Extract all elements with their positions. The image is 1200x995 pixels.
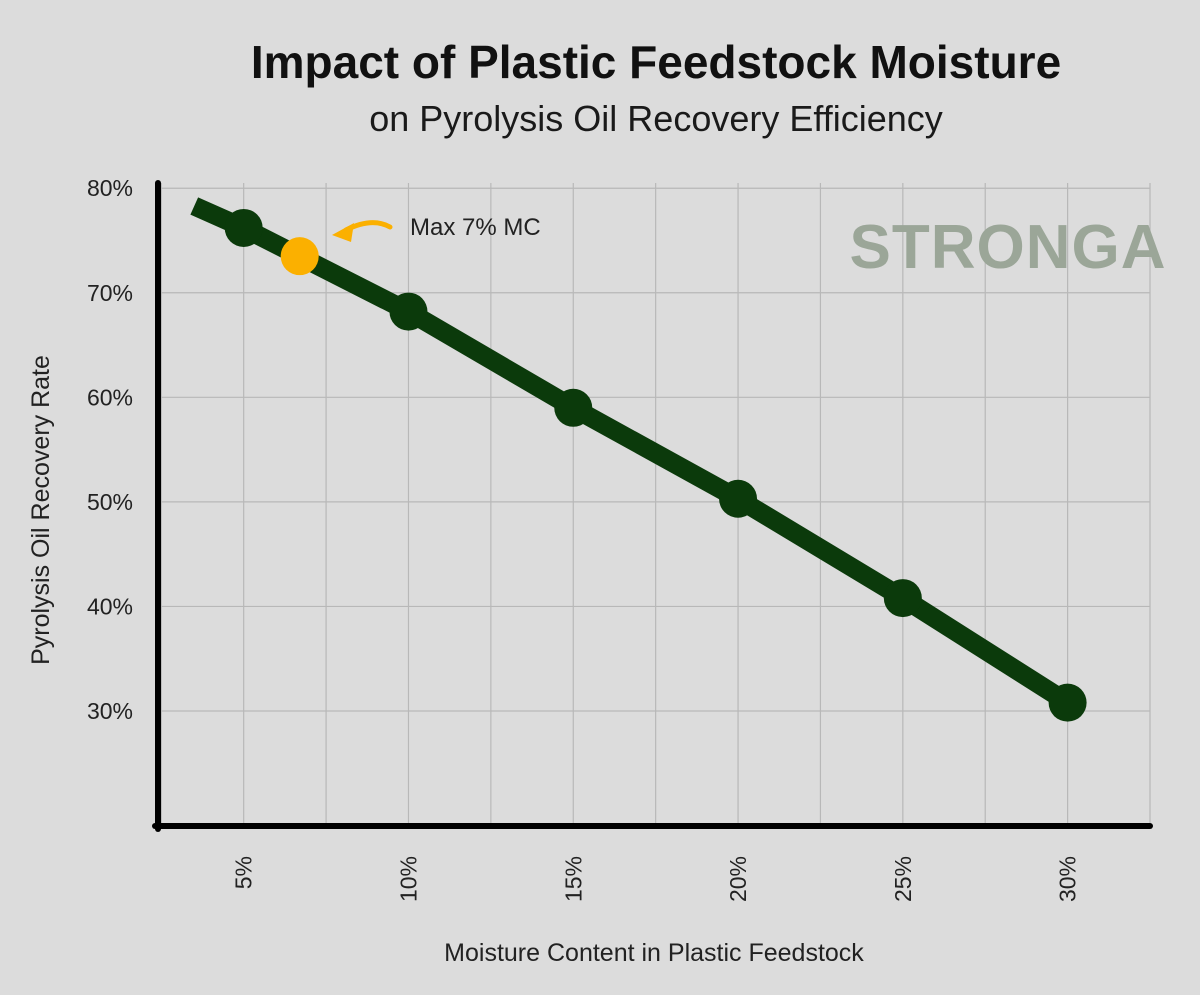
y-tick-label: 70% [87, 280, 133, 306]
data-point [719, 479, 758, 518]
annotation: Max 7% MC [332, 214, 541, 242]
annotation-text: Max 7% MC [410, 214, 541, 241]
data-point [224, 208, 263, 247]
axes [152, 180, 1153, 832]
annotation-arrowhead [332, 223, 354, 242]
x-tick-label: 30% [1055, 856, 1081, 902]
markers [224, 208, 1087, 722]
x-tick-label: 15% [560, 856, 586, 902]
y-axis-title: Pyrolysis Oil Recovery Rate [27, 355, 55, 665]
data-point [883, 579, 922, 618]
chart-title: Impact of Plastic Feedstock Moisture [251, 36, 1061, 88]
x-tick-label: 25% [890, 856, 916, 902]
tick-labels: 30% 40% 50% 60% 70% 80% 5% 10% 15% 20% 25% 30% [87, 175, 1081, 902]
y-tick-label: 50% [87, 489, 133, 515]
grid [158, 183, 1151, 826]
data-point [1048, 683, 1087, 722]
highlight-point [280, 237, 319, 276]
chart-subtitle: on Pyrolysis Oil Recovery Efficiency [369, 98, 943, 139]
data-point [554, 388, 593, 427]
watermark-logo: STRONGA [850, 213, 1167, 282]
data-point [389, 292, 428, 331]
y-tick-label: 80% [87, 175, 133, 201]
y-tick-label: 60% [87, 384, 133, 410]
y-tick-label: 40% [87, 593, 133, 619]
x-tick-label: 10% [395, 856, 421, 902]
x-tick-label: 20% [725, 856, 751, 902]
x-tick-label: 5% [231, 856, 257, 889]
y-tick-label: 30% [87, 698, 133, 724]
x-axis-title: Moisture Content in Plastic Feedstock [444, 939, 864, 967]
